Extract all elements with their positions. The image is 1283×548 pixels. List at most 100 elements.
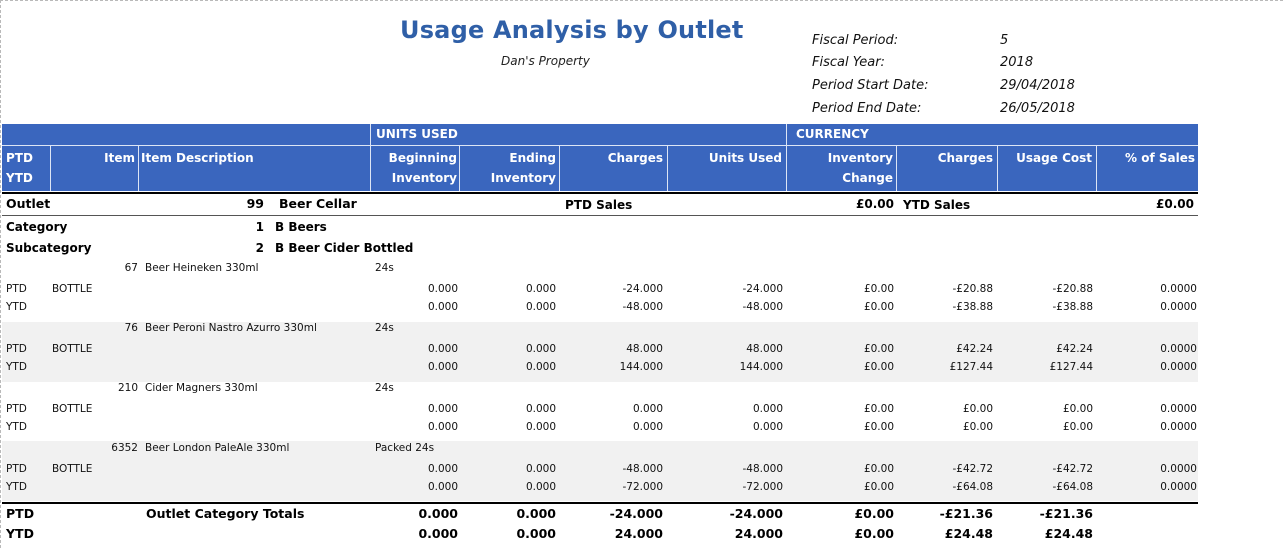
meta-label: Period End Date: — [812, 101, 922, 116]
header-divider — [2, 145, 1198, 146]
item-code: 210 — [117, 382, 138, 394]
totals-rule — [2, 502, 1198, 504]
header-col-divider — [1096, 145, 1097, 191]
table-cell: 48.000 — [746, 343, 783, 355]
item-code: 76 — [124, 322, 138, 334]
outlet-label: Outlet — [6, 196, 51, 211]
table-cell: £0.00 — [1062, 421, 1093, 433]
item-pack: 24s — [375, 262, 394, 274]
item-unit: BOTTLE — [52, 463, 93, 475]
table-cell: -48.000 — [742, 463, 783, 475]
subcategory-code: 2 — [255, 241, 264, 255]
table-cell: £0.00 — [863, 343, 894, 355]
totals-cell: 24.000 — [614, 526, 663, 541]
totals-cell: -24.000 — [729, 506, 783, 521]
totals-cell: £0.00 — [854, 526, 894, 541]
totals-ytd-label: YTD — [6, 526, 34, 541]
table-cell: 0.0000 — [1160, 463, 1197, 475]
table-cell: £0.00 — [863, 283, 894, 295]
table-cell: 0.000 — [752, 403, 783, 415]
item-band — [2, 441, 1198, 501]
table-cell: 0.000 — [525, 463, 556, 475]
totals-cell: 24.000 — [734, 526, 783, 541]
header-beginning-2: Inventory — [391, 171, 457, 185]
table-cell: 0.000 — [632, 421, 663, 433]
item-band — [2, 322, 1198, 382]
table-cell: -£42.72 — [952, 463, 993, 475]
header-units-used: Units Used — [708, 151, 782, 165]
table-cell: 144.000 — [739, 361, 783, 373]
table-header — [2, 124, 1198, 191]
ytd-label: YTD — [6, 421, 27, 433]
item-name: Beer Heineken 330ml — [145, 262, 259, 274]
item-pack: Packed 24s — [375, 442, 435, 454]
subcategory-label: Subcategory — [6, 241, 92, 255]
ptd-sales-value: £0.00 — [856, 197, 894, 211]
header-col-divider — [786, 124, 787, 191]
header-col-divider — [370, 124, 371, 191]
outlet-rule — [2, 192, 1198, 194]
table-cell: 0.000 — [427, 463, 458, 475]
header-col-divider — [997, 145, 998, 191]
header-pct-sales: % of Sales — [1125, 151, 1195, 165]
table-cell: £0.00 — [863, 481, 894, 493]
table-cell: £127.44 — [949, 361, 993, 373]
table-cell: 0.000 — [525, 283, 556, 295]
header-group-units: UNITS USED — [376, 127, 458, 141]
header-ptd: PTD — [6, 151, 33, 165]
subcategory-name: B Beer Cider Bottled — [275, 241, 414, 255]
table-cell: -48.000 — [622, 463, 663, 475]
table-cell: -48.000 — [622, 301, 663, 313]
item-unit: BOTTLE — [52, 283, 93, 295]
table-cell: 0.000 — [427, 301, 458, 313]
table-cell: 0.0000 — [1160, 361, 1197, 373]
ptd-label: PTD — [6, 283, 27, 295]
table-cell: 0.000 — [427, 403, 458, 415]
totals-cell: 0.000 — [516, 526, 556, 541]
item-code: 6352 — [111, 442, 138, 454]
table-cell: -24.000 — [622, 283, 663, 295]
item-code: 67 — [124, 262, 138, 274]
header-beginning: Beginning — [388, 151, 457, 165]
table-cell: 0.0000 — [1160, 283, 1197, 295]
ytd-sales-value: £0.00 — [1156, 197, 1194, 211]
table-cell: £0.00 — [863, 361, 894, 373]
totals-cell: -£21.36 — [1039, 506, 1093, 521]
table-cell: 0.0000 — [1160, 403, 1197, 415]
header-col-divider — [667, 145, 668, 191]
header-charges: Charges — [607, 151, 663, 165]
table-cell: 0.000 — [427, 481, 458, 493]
header-col-divider — [138, 145, 139, 191]
table-cell: £0.00 — [863, 421, 894, 433]
table-cell: 0.000 — [525, 361, 556, 373]
totals-cell: -£21.36 — [939, 506, 993, 521]
table-cell: 0.000 — [525, 343, 556, 355]
header-col-divider — [896, 145, 897, 191]
header-ending-2: Inventory — [490, 171, 556, 185]
property-name: Dan's Property — [501, 54, 590, 68]
table-cell: -£20.88 — [952, 283, 993, 295]
ptd-sales-label: PTD Sales — [565, 198, 633, 212]
outlet-name: Beer Cellar — [279, 196, 357, 211]
item-pack: 24s — [375, 382, 394, 394]
table-cell: £42.24 — [956, 343, 993, 355]
header-col-divider — [459, 145, 460, 191]
header-usage-cost: Usage Cost — [1016, 151, 1092, 165]
table-cell: -£64.08 — [1052, 481, 1093, 493]
table-cell: £0.00 — [962, 421, 993, 433]
table-cell: 144.000 — [619, 361, 663, 373]
outlet-rule-bottom — [2, 215, 1198, 216]
ptd-label: PTD — [6, 463, 27, 475]
item-unit: BOTTLE — [52, 343, 93, 355]
header-ending: Ending — [509, 151, 556, 165]
ytd-label: YTD — [6, 361, 27, 373]
table-cell: £0.00 — [863, 301, 894, 313]
table-cell: £0.00 — [962, 403, 993, 415]
table-cell: -£38.88 — [1052, 301, 1093, 313]
table-cell: 0.0000 — [1160, 343, 1197, 355]
header-item: Item — [104, 151, 135, 165]
item-name: Beer Peroni Nastro Azurro 330ml — [145, 322, 317, 334]
item-name: Beer London PaleAle 330ml — [145, 442, 290, 454]
table-cell: 0.000 — [525, 481, 556, 493]
totals-cell: £24.48 — [1044, 526, 1093, 541]
